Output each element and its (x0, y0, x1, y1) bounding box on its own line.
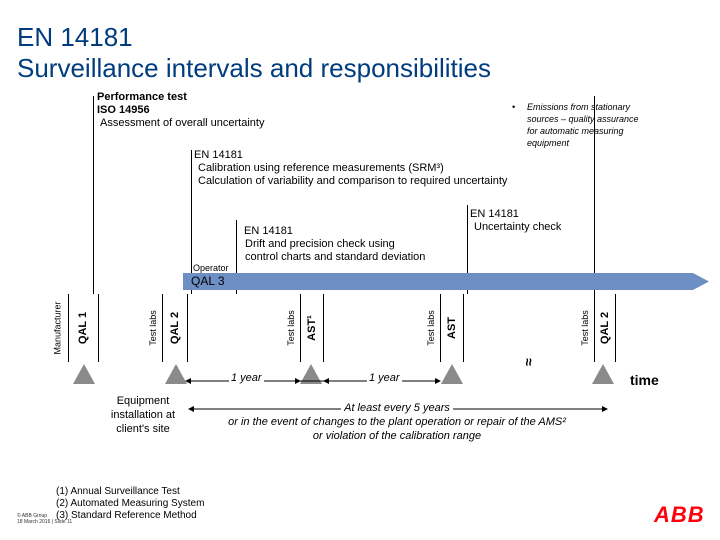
qal2-label-a: QAL 2 (169, 311, 182, 345)
ast1-column: AST¹ (300, 294, 324, 362)
timeline-break-mark: ≈ (520, 358, 537, 366)
test-labs-label-a: Test labs (148, 310, 158, 346)
emissions-note: • Emissions from stationary sources – qu… (512, 101, 639, 149)
emissions-line-3: for automatic measuring (527, 126, 624, 136)
marker-ast (441, 364, 463, 384)
perf-line-2: ISO 14956 (97, 104, 150, 116)
title-line-2: Surveillance intervals and responsibilit… (17, 53, 492, 83)
emissions-bullet: • (512, 102, 516, 112)
test-labs-label-c: Test labs (426, 310, 436, 346)
interval-1-arrowhead-right (295, 378, 301, 384)
qal3-band (183, 273, 709, 290)
test-labs-label-b: Test labs (286, 310, 296, 346)
uncertainty-line-2: Uncertainty check (474, 221, 562, 233)
qal2-column-a: QAL 2 (162, 294, 188, 362)
marker-qal2-b (592, 364, 614, 384)
qal3-band-shape (183, 273, 709, 290)
page-title: EN 14181 Surveillance intervals and resp… (17, 22, 491, 84)
equipment-line-3: client's site (116, 423, 170, 435)
emissions-line-4: equipment (527, 138, 570, 148)
manufacturer-label-box: Manufacturer (50, 294, 66, 362)
equipment-line-2: installation at (110, 409, 176, 421)
interval-1-arrowhead-left (185, 378, 191, 384)
drift-block: EN 14181 Drift and precision check using… (244, 225, 425, 264)
ast-column: AST (440, 294, 464, 362)
uncertainty-check-block: EN 14181 Uncertainty check (470, 208, 561, 234)
ast1-label: AST¹ (306, 315, 319, 341)
equipment-line-1: Equipment (116, 395, 170, 407)
drift-line-2: Drift and precision check using (245, 238, 395, 250)
five-year-line-1: At least every 5 years (341, 402, 453, 414)
manufacturer-label: Manufacturer (53, 301, 63, 355)
calibration-block: EN 14181 Calibration using reference mea… (194, 149, 507, 188)
qal2-label-b: QAL 2 (599, 311, 612, 345)
footnote-2: (2) Automated Measuring System (56, 498, 205, 509)
calibration-line-1: EN 14181 (194, 149, 243, 161)
test-labs-label-box-a: Test labs (145, 294, 161, 362)
test-labs-label-box-b: Test labs (283, 294, 299, 362)
test-labs-label-d: Test labs (580, 310, 590, 346)
equipment-installation-block: Equipment installation at client's site (104, 394, 182, 436)
interval-1-label: 1 year (229, 372, 264, 384)
operator-label: Operator (193, 263, 229, 273)
test-labs-label-box-d: Test labs (577, 294, 593, 362)
interval-2-arrowhead-right (435, 378, 441, 384)
performance-test-block: Performance test ISO 14956 Assessment of… (97, 91, 264, 130)
calibration-line-2: Calibration using reference measurements… (198, 162, 444, 174)
five-year-line-2: or in the event of changes to the plant … (228, 416, 566, 428)
five-year-arrowhead-left (188, 406, 194, 412)
perf-line-3: Assessment of overall uncertainty (100, 117, 265, 129)
copyright-block: © ABB Group 18 March 2016 | Slide 11 (17, 513, 72, 525)
footnotes: (1) Annual Surveillance Test (2) Automat… (56, 486, 204, 522)
time-label: time (630, 372, 659, 388)
title-line-1: EN 14181 (17, 22, 133, 52)
emissions-line-2: sources – quality assurance (527, 114, 639, 124)
five-year-block: At least every 5 years or in the event o… (203, 401, 591, 443)
emissions-connector (594, 96, 595, 294)
qal2-column-b: QAL 2 (594, 294, 616, 362)
perf-line-1: Performance test (97, 91, 187, 103)
ast-label: AST (446, 317, 458, 339)
marker-qal1 (73, 364, 95, 384)
footnote-3: (3) Standard Reference Method (56, 510, 197, 521)
interval-2-label: 1 year (367, 372, 402, 384)
uncertainty-connector (467, 205, 468, 294)
perf-test-connector (93, 96, 94, 294)
footnote-1: (1) Annual Surveillance Test (56, 486, 180, 497)
drift-line-3: control charts and standard deviation (245, 251, 426, 263)
five-year-line-3: or violation of the calibration range (312, 430, 482, 442)
emissions-line-1: Emissions from stationary (527, 102, 631, 112)
interval-2-arrowhead-left (323, 378, 329, 384)
drift-connector (236, 220, 237, 294)
uncertainty-line-1: EN 14181 (470, 208, 519, 220)
copyright-line-2: 18 March 2016 | Slide 11 (17, 519, 73, 525)
drift-line-1: EN 14181 (244, 225, 293, 237)
copyright-line-1: © ABB Group (17, 513, 48, 519)
test-labs-label-box-c: Test labs (423, 294, 439, 362)
five-year-arrowhead-right (602, 406, 608, 412)
abb-logo: ABB (654, 502, 705, 527)
marker-ast1 (300, 364, 322, 384)
qal3-label: QAL 3 (191, 274, 225, 288)
calibration-line-3: Calculation of variability and compariso… (198, 175, 508, 187)
calibration-connector (191, 150, 192, 294)
qal1-label: QAL 1 (77, 311, 90, 345)
marker-qal2-a (165, 364, 187, 384)
qal1-column: QAL 1 (68, 294, 99, 362)
